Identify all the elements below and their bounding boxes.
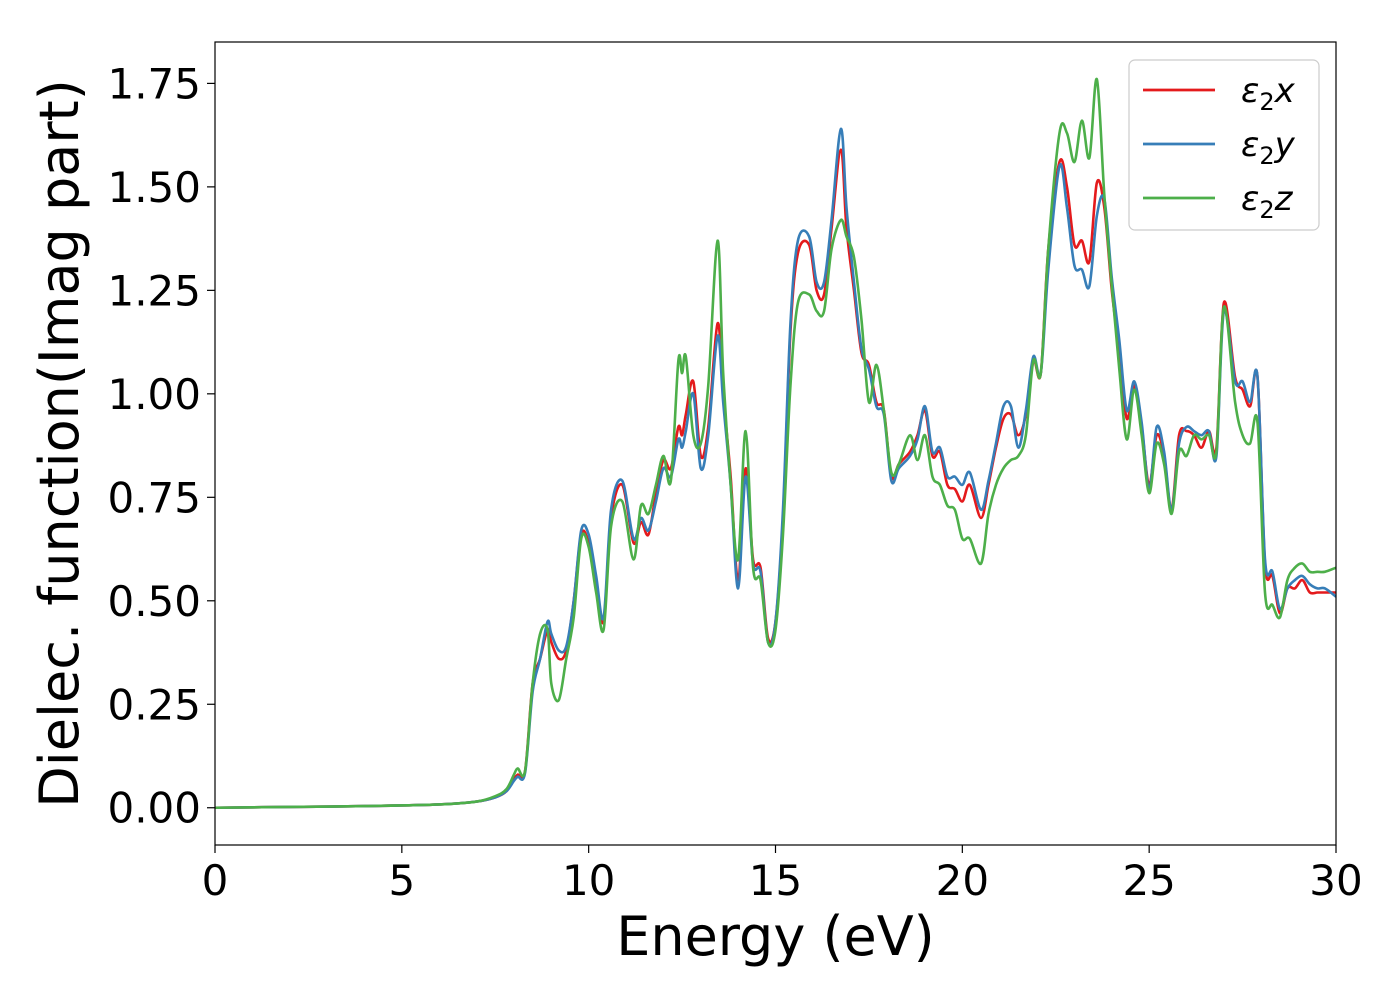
x-tick-label: 20 [936,856,989,905]
x-tick-label: 5 [388,856,415,905]
legend-label-x: ε2x [1241,71,1296,116]
x-tick-label: 25 [1122,856,1175,905]
y-tick-label: 1.25 [107,266,201,315]
y-tick-label: 0.50 [107,577,201,626]
y-tick-label: 1.50 [107,163,201,212]
y-tick-label: 0.00 [107,784,201,833]
x-axis-title: Energy (eV) [616,905,935,968]
x-axis: 0 5 10 15 20 25 30 [202,845,1363,905]
y-tick-label: 0.25 [107,680,201,729]
legend-label-z: ε2z [1241,179,1294,224]
legend-box [1128,59,1320,231]
legend: ε2x ε2y ε2z [1128,59,1320,231]
x-tick-label: 0 [202,856,229,905]
legend-label-y: ε2y [1241,125,1296,170]
x-tick-label: 15 [749,856,802,905]
y-tick-label: 0.75 [107,473,201,522]
series-line-z [215,77,1336,810]
y-tick-label: 1.00 [107,370,201,419]
x-tick-label: 30 [1309,856,1362,905]
x-tick-label: 10 [562,856,615,905]
y-tick-label: 1.75 [107,59,201,108]
y-axis-title: Dielec. function(Imag part) [28,79,91,808]
series-layer [215,77,1336,810]
y-axis: 0.00 0.25 0.50 0.75 1.00 1.25 1.50 1.75 [107,59,215,833]
